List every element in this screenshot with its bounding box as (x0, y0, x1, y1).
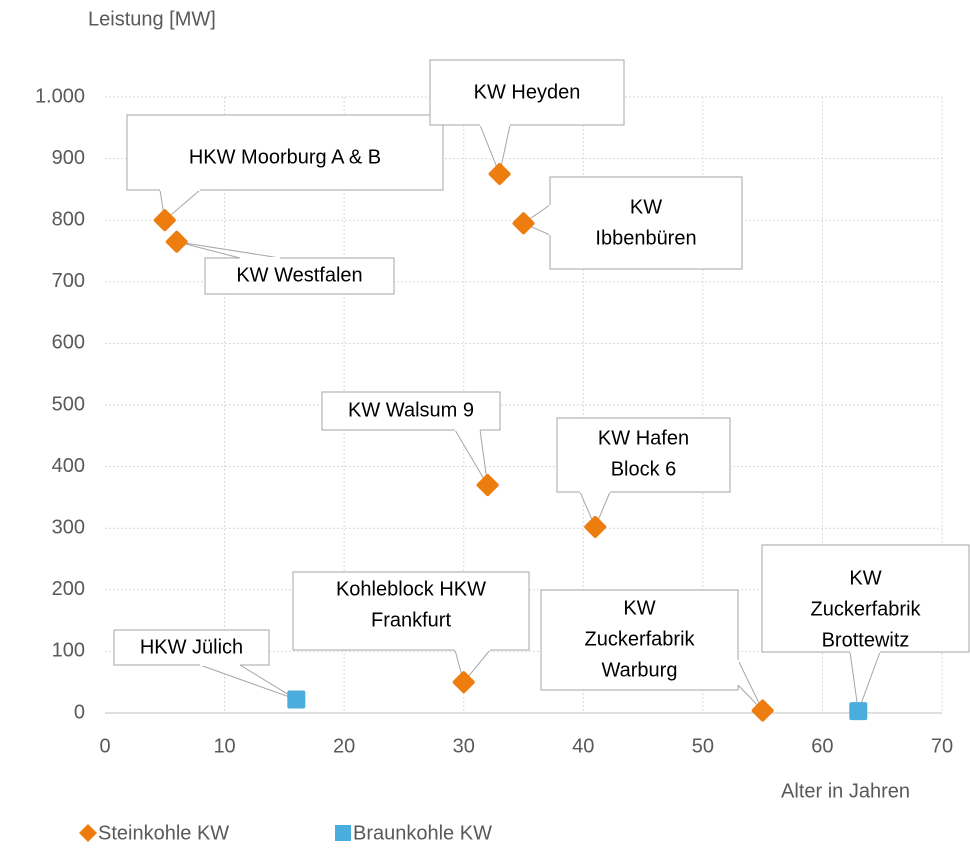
callout-box (549, 176, 743, 270)
callout-label: KW Westfalen (236, 264, 362, 286)
callout-label: Warburg (602, 659, 678, 681)
callout-label: Zuckerfabrik (810, 598, 921, 620)
callout-box (204, 257, 395, 295)
x-tick-label: 10 (213, 735, 235, 757)
point (584, 515, 607, 538)
y-tick-label: 300 (52, 516, 85, 538)
legend-label: Braunkohle KW (353, 822, 492, 844)
y-tick-label: 200 (52, 578, 85, 600)
callout-pointer (479, 124, 511, 176)
y-tick-label: 0 (74, 701, 85, 723)
y-tick-label: 700 (52, 270, 85, 292)
legend-marker (79, 824, 97, 842)
callout-label: HKW Jülich (140, 636, 243, 658)
callout: KW Heyden (429, 59, 625, 176)
x-tick-label: 50 (692, 735, 714, 757)
callout: KW Ibbenbüren (522, 176, 743, 270)
callout: KW Westfalen (176, 241, 395, 295)
x-tick-label: 0 (99, 735, 110, 757)
x-tick-label: 20 (333, 735, 355, 757)
callout-box (429, 59, 625, 126)
x-tick-label: 70 (931, 735, 953, 757)
callout-box (113, 629, 270, 666)
y-tick-label: 900 (52, 147, 85, 169)
y-tick-label: 100 (52, 640, 85, 662)
legend-label: Steinkohle KW (98, 822, 229, 844)
callout-label: Frankfurt (371, 609, 451, 631)
callout: Kohleblock HKW Frankfurt (292, 571, 530, 684)
x-tick-label: 40 (572, 735, 594, 757)
point (512, 212, 535, 235)
callout-label: HKW Moorburg A & B (189, 146, 381, 168)
callout-label: Block 6 (611, 458, 677, 480)
callout: KW Hafen Block 6 (556, 417, 731, 529)
callout-box (321, 391, 501, 431)
point (165, 230, 188, 253)
callout-label: KW Hafen (598, 427, 689, 449)
callout-label: KW Heyden (474, 81, 581, 103)
point (488, 163, 511, 185)
callout-label: KW Walsum 9 (348, 399, 474, 421)
x-axis-title: Alter in Jahren (781, 780, 910, 802)
callout-pointer (176, 241, 281, 259)
point (476, 474, 499, 497)
callout-label: Brottewitz (822, 629, 910, 651)
callout: KW Walsum 9 (321, 391, 501, 486)
callout-label: Ibbenbüren (595, 227, 696, 249)
point (849, 702, 868, 721)
callout-label: KW (849, 567, 881, 589)
callout-label: Zuckerfabrik (584, 628, 695, 650)
callout-box (126, 114, 444, 191)
x-tick-label: 60 (811, 735, 833, 757)
callout-box (292, 571, 530, 651)
callout-label: KW (623, 597, 655, 619)
y-tick-label: 400 (52, 455, 85, 477)
x-tick-label: 30 (453, 735, 475, 757)
y-axis-title: Leistung [MW] (88, 8, 216, 30)
callout: HKW Jülich (113, 629, 297, 700)
callout-box (540, 589, 739, 691)
callout: HKW Moorburg A & B (126, 114, 444, 222)
y-tick-label: 800 (52, 208, 85, 230)
y-tick-label: 500 (52, 393, 85, 415)
point (153, 209, 176, 232)
callout: KW Zuckerfabrik Brottewitz (761, 544, 970, 712)
legend-marker (335, 825, 351, 841)
callout: KW Zuckerfabrik Warburg (540, 589, 764, 711)
callout-pointer (199, 664, 297, 700)
callout-label: KW (630, 196, 662, 218)
y-tick-label: 600 (52, 332, 85, 354)
callout-label: Kohleblock HKW (336, 578, 486, 600)
point (751, 699, 774, 722)
y-tick-label: 1.000 (35, 85, 85, 107)
point (287, 690, 306, 709)
callout-pointer (454, 429, 489, 486)
callout-box (556, 417, 731, 493)
point (452, 671, 475, 694)
callout-box (761, 544, 970, 653)
